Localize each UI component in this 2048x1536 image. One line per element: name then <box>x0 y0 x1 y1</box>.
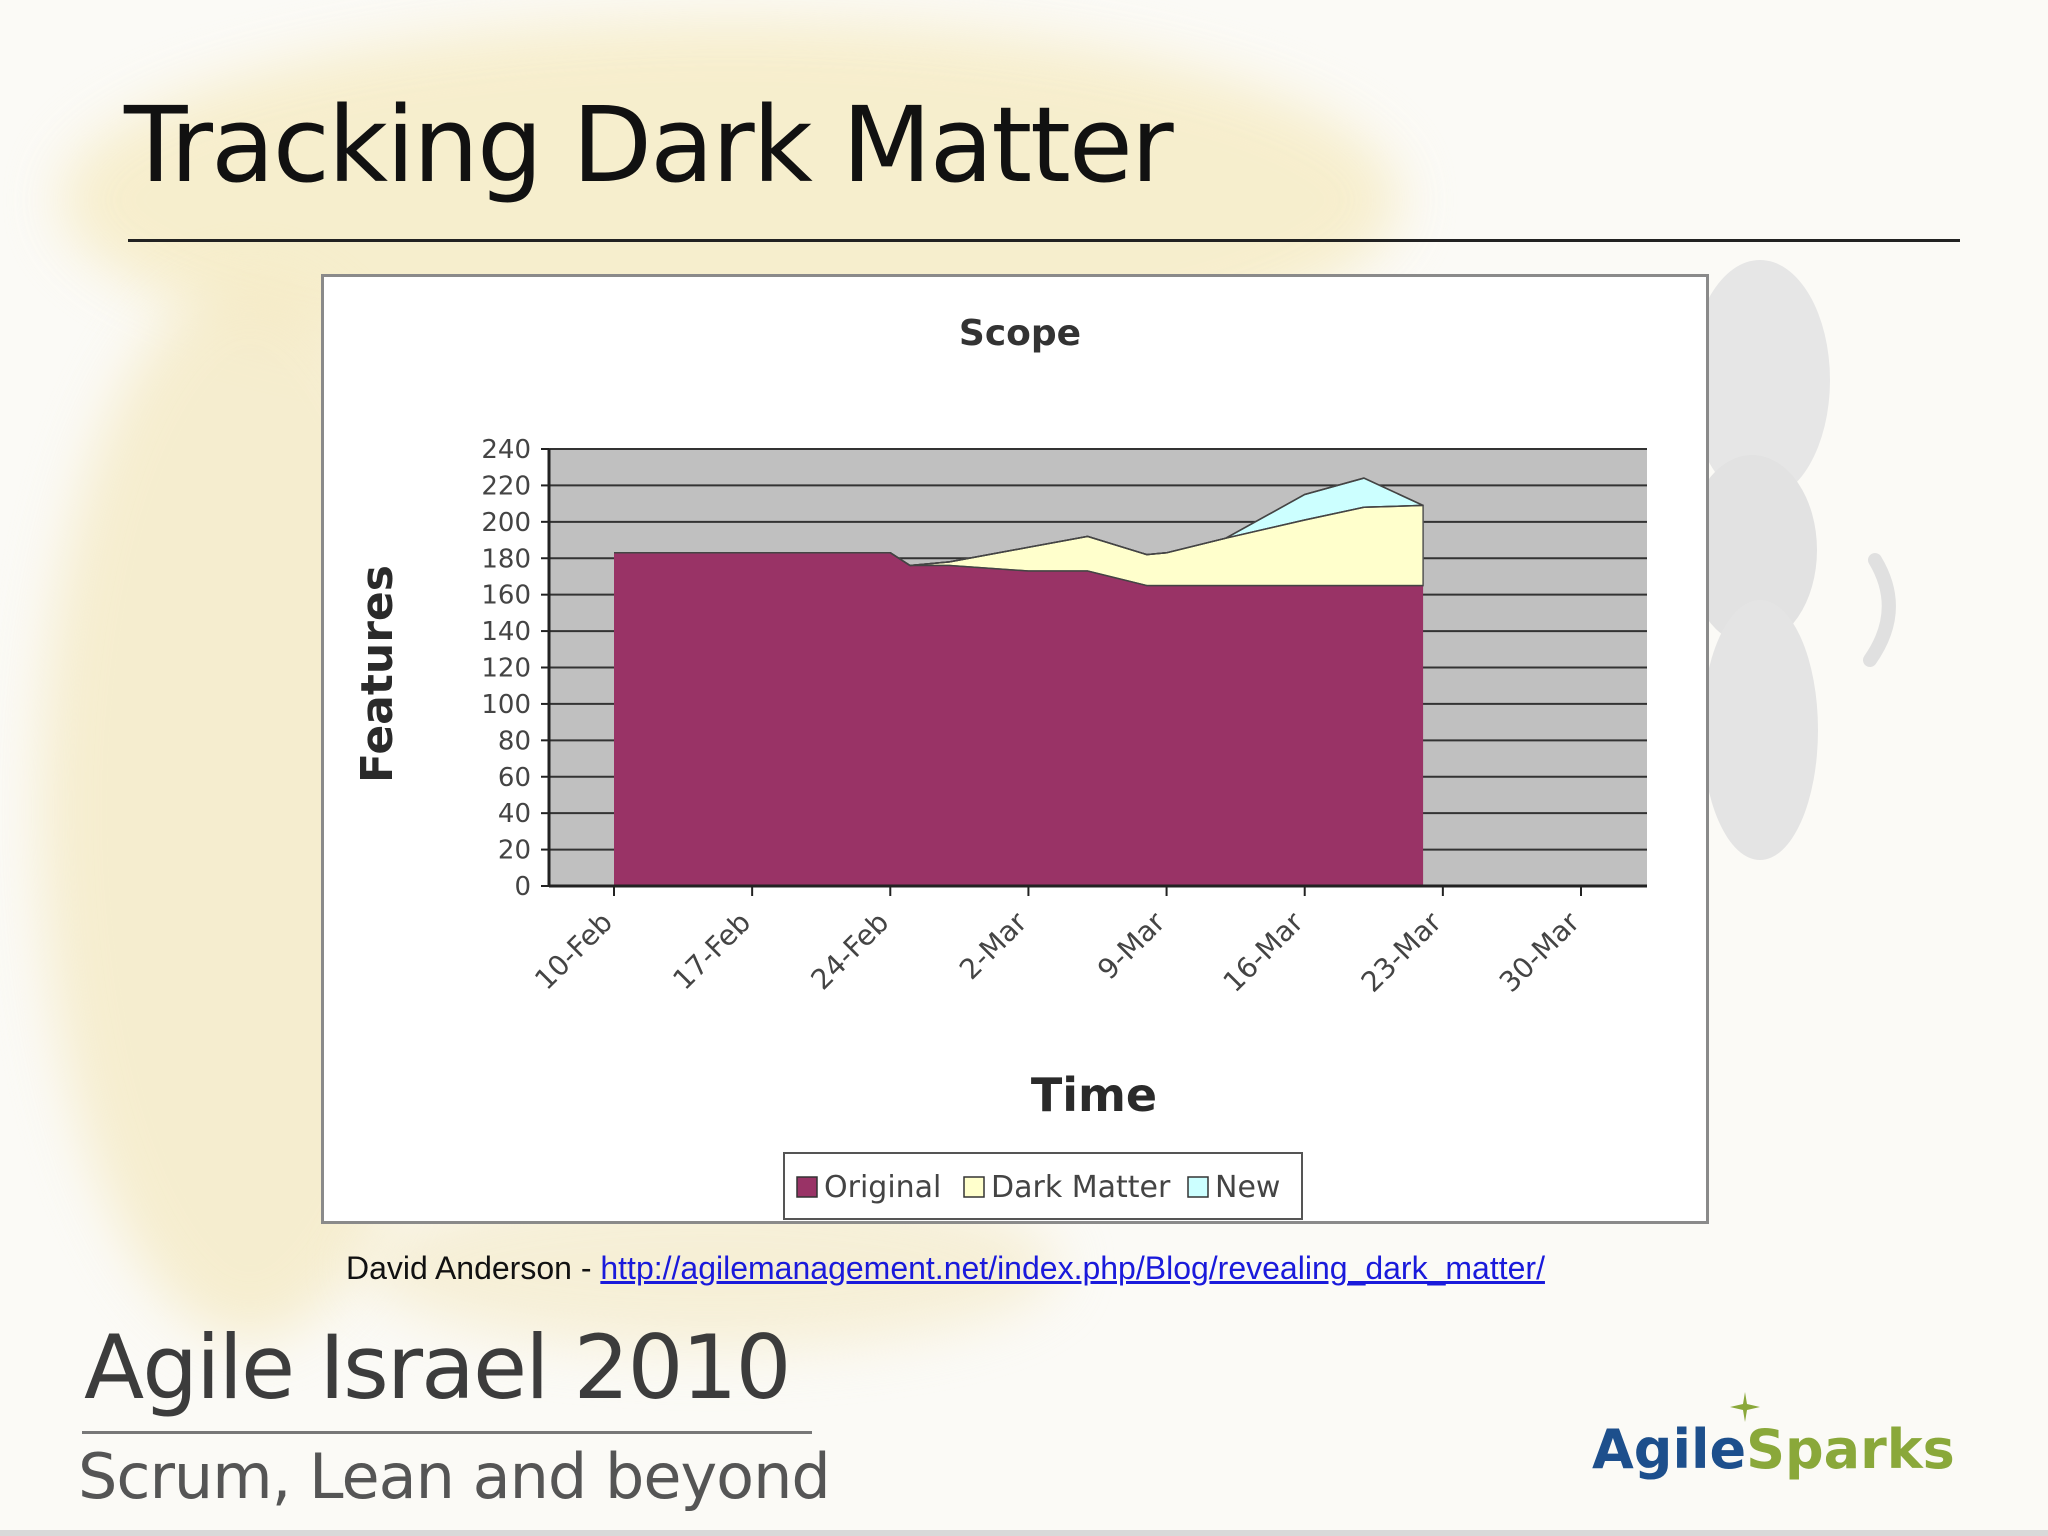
y-axis-label: Features <box>352 565 403 783</box>
stacked-areas <box>614 477 1424 886</box>
y-tick-label: 60 <box>498 763 531 793</box>
x-tick-label: 23-Mar <box>1355 905 1448 998</box>
brand-sparks: Sparks <box>1746 1418 1955 1481</box>
legend: Original Dark Matter New <box>783 1152 1303 1220</box>
event-title: Agile Israel 2010 <box>84 1316 791 1419</box>
bottom-bar <box>0 1530 2048 1536</box>
x-tick-label: 17-Feb <box>666 906 757 997</box>
citation: David Anderson - http://agilemanagement.… <box>346 1250 1545 1287</box>
y-tick-label: 80 <box>498 726 531 756</box>
scope-chart: Scope 0 20 40 60 80 100 120 140 160 180 200 220 240 … <box>321 274 1709 1224</box>
x-tick-label: 24-Feb <box>805 906 896 997</box>
citation-link[interactable]: http://agilemanagement.net/index.php/Blo… <box>600 1250 1545 1286</box>
legend-label-dark-matter: Dark Matter <box>991 1170 1171 1205</box>
x-tick-labels: 10-Feb 17-Feb 24-Feb 2-Mar 9-Mar 16-Mar 23-Mar… <box>528 886 1586 999</box>
y-tick-label: 140 <box>481 617 531 647</box>
y-tick-label: 220 <box>481 471 531 501</box>
legend-swatch-dark-matter <box>963 1176 985 1198</box>
y-tick-label: 160 <box>481 581 531 611</box>
x-tick-label: 2-Mar <box>953 905 1034 986</box>
legend-label-new: New <box>1215 1170 1280 1205</box>
event-subtitle: Scrum, Lean and beyond <box>78 1440 831 1513</box>
y-tick-label: 180 <box>481 544 531 574</box>
spark-icon <box>1730 1392 1760 1422</box>
event-divider <box>82 1431 812 1434</box>
chart-title: Scope <box>959 313 1081 354</box>
x-tick-label: 30-Mar <box>1493 905 1586 998</box>
x-tick-label: 16-Mar <box>1217 905 1310 998</box>
y-tick-label: 240 <box>481 435 531 465</box>
x-axis-label: Time <box>1031 1068 1157 1122</box>
y-tick-label: 120 <box>481 654 531 684</box>
x-tick-label: 10-Feb <box>528 906 619 997</box>
y-tick-label: 40 <box>498 799 531 829</box>
y-tick-label: 20 <box>498 836 531 866</box>
area-original <box>614 552 1424 886</box>
legend-label-original: Original <box>824 1170 941 1205</box>
brand-agile: Agile <box>1592 1418 1747 1481</box>
legend-swatch-new <box>1187 1176 1209 1198</box>
y-tick-label: 200 <box>481 508 531 538</box>
agilesparks-logo: AgileSparks <box>1592 1392 1992 1508</box>
slide-title: Tracking Dark Matter <box>124 84 1174 206</box>
citation-author: David Anderson - <box>346 1250 601 1286</box>
legend-box <box>783 1152 1303 1220</box>
legend-swatch-original <box>796 1176 818 1198</box>
x-tick-label: 9-Mar <box>1091 905 1172 986</box>
y-tick-label: 100 <box>481 690 531 720</box>
scope-chart-svg: Scope 020406080100120140160180200220240 … <box>352 313 1647 1220</box>
series-line <box>614 477 1424 567</box>
y-tick-labels: 0 20 40 60 80 100 120 140 160 180 200 220 240 <box>481 435 549 902</box>
background-figure-illustration <box>1690 260 1896 860</box>
y-tick-label: 0 <box>514 872 531 902</box>
title-divider <box>128 239 1960 242</box>
